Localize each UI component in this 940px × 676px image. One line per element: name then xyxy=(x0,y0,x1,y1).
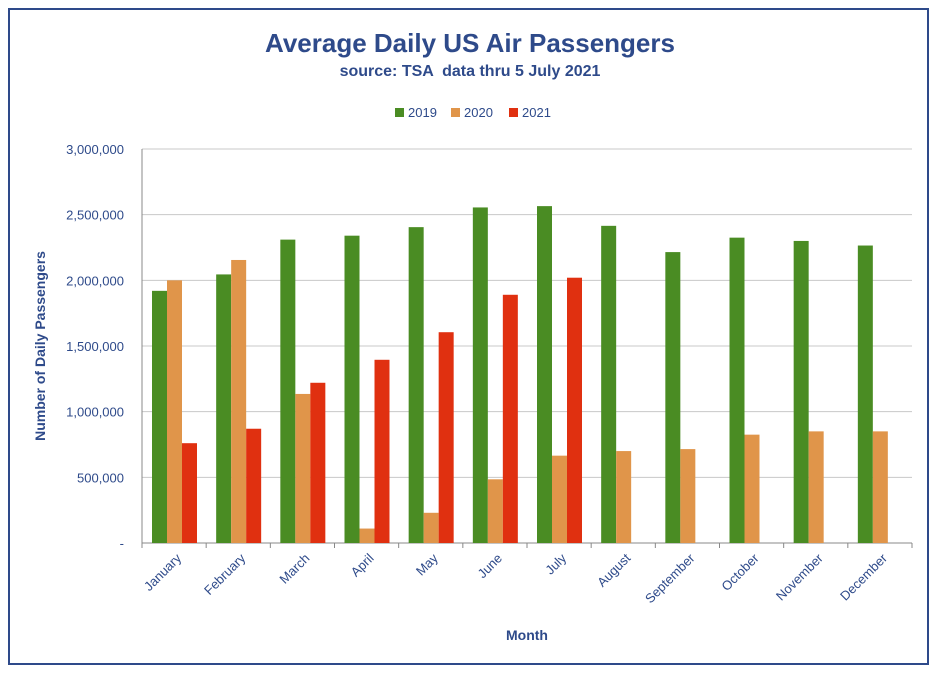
bar-2020-february xyxy=(231,260,246,543)
bar-2021-july xyxy=(567,278,582,543)
bar-2019-february xyxy=(216,274,231,543)
bar-2021-june xyxy=(503,295,518,543)
bar-2021-february xyxy=(246,429,261,543)
bar-2021-march xyxy=(310,383,325,543)
legend-label: 2019 xyxy=(408,105,437,120)
legend-label: 2021 xyxy=(522,105,551,120)
x-tick-label: October xyxy=(718,550,762,594)
bar-2019-june xyxy=(473,207,488,543)
bar-2019-december xyxy=(858,246,873,543)
x-axis-ticks: January February March April May June July Augu… xyxy=(141,543,912,606)
bar-2019-august xyxy=(601,226,616,543)
bar-2020-october xyxy=(745,435,760,543)
bar-2019-april xyxy=(345,236,360,543)
bar-chart: 2019 2020 2021 - 500,000 1,000,000 1,500,000 2… xyxy=(0,0,940,676)
bar-2020-may xyxy=(424,513,439,543)
legend-swatch-2019 xyxy=(395,108,404,117)
y-tick-label: - xyxy=(120,536,124,551)
y-tick-label: 1,500,000 xyxy=(66,339,124,354)
bar-2020-september xyxy=(680,449,695,543)
x-tick-label: March xyxy=(276,551,312,587)
bar-2019-march xyxy=(280,240,295,543)
legend: 2019 2020 2021 xyxy=(395,105,551,120)
y-tick-label: 3,000,000 xyxy=(66,142,124,157)
x-tick-label: May xyxy=(413,550,441,578)
bar-2021-may xyxy=(439,332,454,543)
x-tick-label: August xyxy=(594,550,633,589)
x-axis-label: Month xyxy=(506,627,548,643)
x-tick-label: February xyxy=(201,550,249,598)
x-tick-label: June xyxy=(474,551,505,582)
bar-2020-august xyxy=(616,451,631,543)
legend-swatch-2020 xyxy=(451,108,460,117)
bars xyxy=(152,206,888,543)
bar-2020-december xyxy=(873,431,888,543)
x-tick-label: July xyxy=(542,550,569,577)
bar-2020-june xyxy=(488,479,503,543)
legend-label: 2020 xyxy=(464,105,493,120)
y-tick-label: 1,000,000 xyxy=(66,405,124,420)
x-tick-label: January xyxy=(141,550,185,594)
x-tick-label: November xyxy=(773,550,826,603)
y-tick-label: 2,000,000 xyxy=(66,273,124,288)
legend-swatch-2021 xyxy=(509,108,518,117)
y-axis-label: Number of Daily Passengers xyxy=(32,251,48,441)
y-tick-label: 500,000 xyxy=(77,470,124,485)
bar-2019-october xyxy=(730,238,745,543)
x-tick-label: April xyxy=(348,550,377,579)
bar-2020-january xyxy=(167,280,182,543)
bar-2021-april xyxy=(375,360,390,543)
bar-2020-march xyxy=(295,394,310,543)
bar-2019-september xyxy=(665,252,680,543)
bar-2020-july xyxy=(552,456,567,543)
bar-2019-july xyxy=(537,206,552,543)
x-tick-label: September xyxy=(642,550,698,606)
x-tick-label: December xyxy=(837,550,890,603)
bar-2020-april xyxy=(360,529,375,543)
y-axis-ticks: - 500,000 1,000,000 1,500,000 2,000,000 2,500… xyxy=(66,142,124,551)
y-tick-label: 2,500,000 xyxy=(66,208,124,223)
bar-2019-january xyxy=(152,291,167,543)
bar-2019-may xyxy=(409,227,424,543)
bar-2019-november xyxy=(794,241,809,543)
bar-2020-november xyxy=(809,431,824,543)
bar-2021-january xyxy=(182,443,197,543)
